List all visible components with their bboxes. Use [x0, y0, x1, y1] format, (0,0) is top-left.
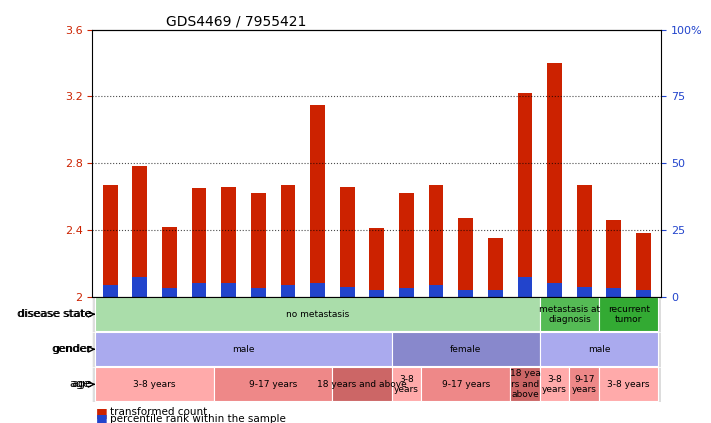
Bar — [340, 187, 355, 297]
Text: 3-8 years: 3-8 years — [607, 380, 650, 389]
FancyBboxPatch shape — [95, 332, 392, 366]
Text: 9-17 years: 9-17 years — [442, 380, 490, 389]
FancyBboxPatch shape — [540, 368, 570, 401]
Bar — [636, 233, 651, 297]
Bar — [103, 285, 117, 297]
Bar — [132, 167, 147, 297]
Text: metastasis at
diagnosis: metastasis at diagnosis — [539, 305, 600, 324]
Bar — [547, 283, 562, 297]
Text: percentile rank within the sample: percentile rank within the sample — [110, 414, 286, 423]
Bar — [459, 218, 473, 297]
Text: 3-8
years: 3-8 years — [542, 375, 567, 394]
Text: 3-8
years: 3-8 years — [394, 375, 419, 394]
Bar — [488, 290, 503, 297]
FancyBboxPatch shape — [421, 368, 510, 401]
Bar — [370, 290, 384, 297]
Text: male: male — [588, 345, 610, 354]
Text: ■: ■ — [96, 406, 108, 419]
Bar — [547, 63, 562, 297]
Bar — [132, 277, 147, 297]
Bar — [251, 288, 266, 297]
Bar — [310, 105, 325, 297]
FancyBboxPatch shape — [95, 297, 540, 331]
Text: gender: gender — [51, 344, 91, 354]
Bar — [310, 283, 325, 297]
Text: female: female — [450, 345, 481, 354]
Bar — [162, 288, 177, 297]
Bar — [221, 187, 236, 297]
Text: 18 years and above: 18 years and above — [317, 380, 407, 389]
Bar — [162, 227, 177, 297]
Bar — [577, 185, 592, 297]
Text: 3-8 years: 3-8 years — [134, 380, 176, 389]
Bar — [399, 193, 414, 297]
FancyBboxPatch shape — [599, 297, 658, 331]
Text: 9-17
years: 9-17 years — [572, 375, 597, 394]
FancyBboxPatch shape — [599, 368, 658, 401]
Bar — [192, 188, 206, 297]
Bar — [518, 277, 533, 297]
FancyBboxPatch shape — [392, 332, 540, 366]
Bar — [429, 185, 444, 297]
Text: gender: gender — [52, 344, 92, 354]
Bar — [606, 288, 621, 297]
Bar — [636, 290, 651, 297]
FancyBboxPatch shape — [95, 368, 214, 401]
Bar — [221, 283, 236, 297]
Text: 18 yea
rs and
above: 18 yea rs and above — [510, 369, 540, 399]
Bar — [251, 193, 266, 297]
Bar — [606, 220, 621, 297]
Bar — [518, 93, 533, 297]
Bar — [488, 238, 503, 297]
Text: recurrent
tumor: recurrent tumor — [608, 305, 650, 324]
Text: disease state: disease state — [16, 309, 91, 319]
Text: 9-17 years: 9-17 years — [249, 380, 297, 389]
Text: no metastasis: no metastasis — [286, 310, 349, 319]
Bar — [281, 185, 295, 297]
Bar — [459, 290, 473, 297]
Text: GDS4469 / 7955421: GDS4469 / 7955421 — [166, 14, 306, 28]
Bar — [340, 287, 355, 297]
FancyBboxPatch shape — [570, 368, 599, 401]
Bar — [429, 285, 444, 297]
FancyBboxPatch shape — [214, 368, 332, 401]
FancyBboxPatch shape — [540, 332, 658, 366]
Bar — [370, 228, 384, 297]
Bar — [281, 285, 295, 297]
Text: age: age — [71, 379, 92, 389]
Text: male: male — [232, 345, 255, 354]
Text: age: age — [70, 379, 91, 389]
FancyBboxPatch shape — [392, 368, 421, 401]
Bar — [103, 185, 117, 297]
Bar — [192, 283, 206, 297]
Text: disease state: disease state — [18, 309, 92, 319]
FancyBboxPatch shape — [332, 368, 392, 401]
FancyBboxPatch shape — [540, 297, 599, 331]
Text: transformed count: transformed count — [110, 407, 208, 418]
Bar — [577, 287, 592, 297]
Bar — [399, 288, 414, 297]
FancyBboxPatch shape — [510, 368, 540, 401]
Text: ■: ■ — [96, 412, 108, 423]
